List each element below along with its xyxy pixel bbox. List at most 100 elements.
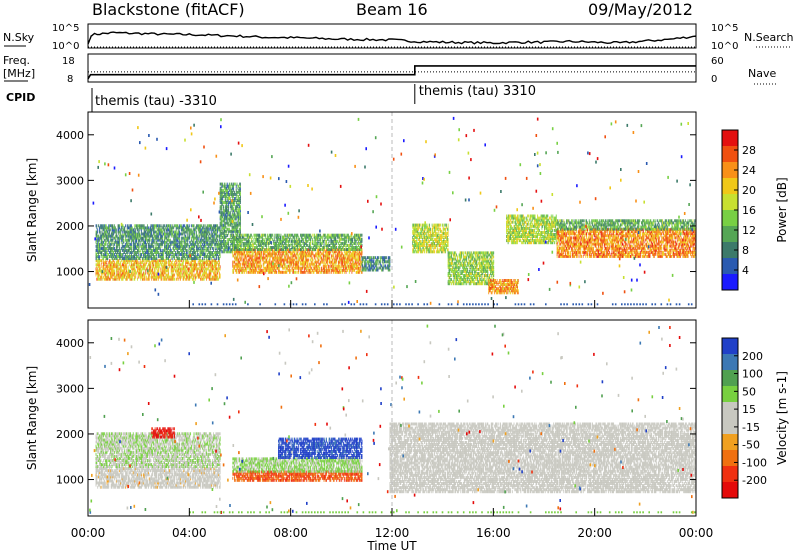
power-cell xyxy=(114,237,115,240)
power-cell xyxy=(109,278,110,281)
power-cell xyxy=(118,224,119,227)
power-cell xyxy=(192,267,193,270)
power-cell xyxy=(129,269,130,272)
power-cell xyxy=(194,274,195,277)
power-cell xyxy=(104,224,105,227)
power-cell xyxy=(119,263,120,266)
power-cell xyxy=(210,269,211,272)
cpid-label: CPID xyxy=(6,91,35,104)
power-cell xyxy=(124,255,125,258)
power-cell xyxy=(118,249,119,252)
power-cell xyxy=(203,272,204,275)
power-cell xyxy=(190,269,191,272)
power-cell xyxy=(126,231,127,234)
power-cell xyxy=(142,224,143,227)
power-cell xyxy=(114,241,115,244)
power-cell xyxy=(217,276,218,279)
power-cell xyxy=(134,267,135,270)
power-cell xyxy=(113,247,114,250)
power-cell xyxy=(139,231,140,234)
power-cell xyxy=(107,272,108,275)
power-cell xyxy=(145,274,146,277)
power-cell xyxy=(97,228,98,231)
power-cell xyxy=(136,233,137,236)
power-cell xyxy=(115,263,116,266)
power-cell xyxy=(124,265,125,268)
power-cell xyxy=(123,228,124,231)
power-cell xyxy=(205,267,206,270)
power-cell xyxy=(200,259,201,262)
power-cell xyxy=(120,228,121,231)
power-cell xyxy=(162,265,163,268)
power-cell xyxy=(140,224,141,227)
power-cell xyxy=(125,272,126,275)
power-cell xyxy=(209,269,210,272)
power-cell xyxy=(107,226,108,229)
power-cell xyxy=(104,278,105,281)
power-cell xyxy=(190,276,191,279)
power-cell xyxy=(96,224,97,227)
power-cell xyxy=(107,249,108,252)
power-cell xyxy=(201,263,202,266)
station-title: Blackstone (fitACF) xyxy=(92,0,245,19)
power-cell xyxy=(102,278,103,281)
power-cell xyxy=(115,276,116,279)
power-cell xyxy=(128,265,129,268)
power-cell xyxy=(129,255,130,258)
power-cell xyxy=(127,249,128,252)
power-cell xyxy=(105,247,106,250)
power-cell xyxy=(126,235,127,238)
power-cell xyxy=(96,243,97,246)
power-cell xyxy=(122,263,123,266)
power-cell xyxy=(132,255,133,258)
power-cell xyxy=(124,245,125,248)
power-cell xyxy=(105,267,106,270)
power-cell xyxy=(133,272,134,275)
power-cell xyxy=(140,249,141,252)
power-cell xyxy=(142,274,143,277)
power-cell xyxy=(102,265,103,268)
freq-label: Freq. xyxy=(3,54,30,67)
power-cell xyxy=(108,245,109,248)
power-cell xyxy=(134,224,135,227)
power-cell xyxy=(205,259,206,262)
power-cell xyxy=(170,276,171,279)
freq-tick-bottom: 8 xyxy=(67,74,73,85)
power-cell xyxy=(189,267,190,270)
power-cell xyxy=(199,263,200,266)
power-cell xyxy=(118,259,119,262)
power-cell xyxy=(129,243,130,246)
power-cell xyxy=(192,278,193,281)
power-cell xyxy=(114,261,115,264)
power-cell xyxy=(102,247,103,250)
power-cell xyxy=(204,261,205,264)
power-cell xyxy=(121,235,122,238)
power-cell xyxy=(97,267,98,270)
power-cell xyxy=(151,261,152,264)
power-cell xyxy=(215,272,216,275)
power-cell xyxy=(102,231,103,234)
power-cell xyxy=(130,255,131,258)
nave-tick-bottom: 0 xyxy=(711,74,717,85)
power-cell xyxy=(118,241,119,244)
power-cell xyxy=(175,263,176,266)
power-cell xyxy=(142,265,143,268)
power-cell xyxy=(164,276,165,279)
power-cell xyxy=(113,243,114,246)
power-cell xyxy=(96,231,97,234)
power-cell xyxy=(96,263,97,266)
power-cell xyxy=(189,261,190,264)
power-cell xyxy=(165,259,166,262)
power-cell xyxy=(124,226,125,229)
power-cell xyxy=(181,267,182,270)
power-cell xyxy=(212,276,213,279)
power-cell xyxy=(102,255,103,258)
power-cell xyxy=(125,253,126,256)
power-cell xyxy=(118,237,119,240)
power-cell xyxy=(166,274,167,277)
power-cell xyxy=(111,247,112,250)
power-cell xyxy=(117,274,118,277)
power-cell xyxy=(173,267,174,270)
power-cell xyxy=(187,265,188,268)
power-cell xyxy=(185,278,186,281)
